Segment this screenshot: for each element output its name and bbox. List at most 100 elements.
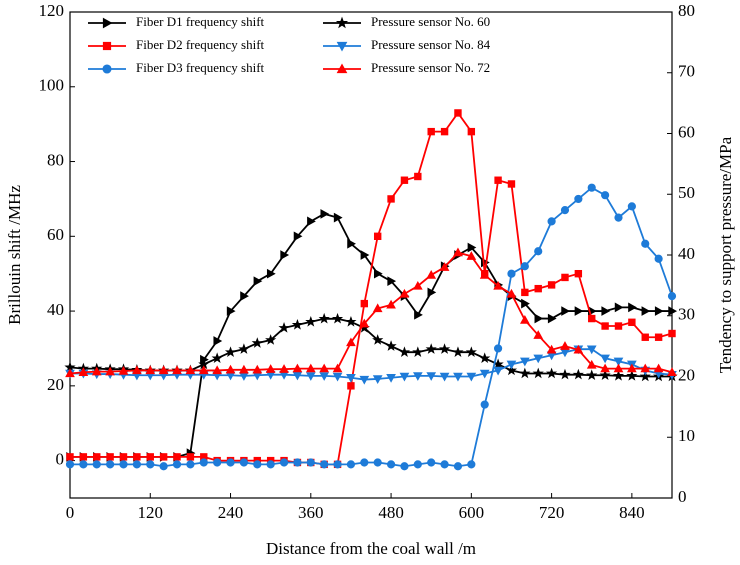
marker (199, 458, 208, 467)
marker (102, 17, 113, 29)
series-line (70, 111, 673, 466)
y-tick-label: 60 (47, 225, 64, 244)
marker (667, 367, 677, 376)
marker (336, 41, 348, 52)
marker (641, 306, 651, 316)
marker (346, 460, 356, 469)
marker (479, 352, 491, 364)
marker (493, 344, 503, 353)
marker (627, 202, 636, 211)
marker (132, 365, 142, 375)
marker (102, 41, 112, 51)
marker (213, 336, 223, 346)
marker (386, 460, 396, 469)
marker (479, 369, 490, 379)
marker (336, 63, 348, 74)
y-tick-label: 0 (56, 450, 65, 469)
marker (453, 462, 463, 471)
marker (532, 367, 544, 379)
marker (601, 322, 609, 330)
marker (427, 458, 436, 467)
marker (279, 458, 289, 467)
marker (440, 127, 449, 136)
marker (440, 460, 449, 469)
marker (91, 366, 102, 376)
marker (186, 453, 195, 461)
marker (494, 176, 502, 184)
legend-label: Pressure sensor No. 84 (371, 37, 491, 52)
marker (572, 368, 584, 380)
marker (305, 363, 316, 373)
marker (467, 127, 476, 136)
marker (66, 453, 74, 461)
marker (414, 309, 423, 320)
marker (467, 242, 477, 253)
marker (493, 366, 503, 376)
marker (654, 254, 663, 263)
marker (506, 288, 517, 298)
marker (293, 458, 302, 467)
y2-tick-label: 30 (678, 305, 695, 324)
marker (560, 341, 570, 350)
y-tick-label: 20 (47, 375, 64, 394)
marker (439, 262, 450, 271)
marker (654, 333, 663, 341)
marker (412, 346, 424, 357)
marker (386, 299, 396, 309)
marker (467, 460, 476, 469)
marker (427, 287, 437, 298)
marker (613, 363, 624, 373)
marker (641, 239, 650, 248)
marker (399, 372, 410, 382)
marker (373, 458, 382, 467)
marker (425, 343, 437, 354)
marker (279, 364, 289, 373)
marker (92, 460, 101, 469)
marker (240, 291, 249, 301)
marker (65, 460, 75, 469)
marker (466, 251, 477, 260)
marker (521, 298, 530, 309)
marker (106, 453, 114, 461)
marker (534, 313, 544, 324)
marker (400, 176, 409, 184)
marker (654, 306, 664, 316)
marker (239, 364, 249, 374)
marker (266, 268, 276, 279)
y2-tick-label: 70 (678, 62, 695, 81)
marker (360, 299, 369, 308)
marker (293, 231, 303, 242)
marker (238, 343, 250, 354)
marker (561, 306, 571, 316)
marker (146, 460, 155, 469)
marker (93, 453, 101, 461)
marker (546, 344, 557, 354)
marker (438, 343, 451, 354)
marker (398, 346, 411, 357)
marker (373, 232, 382, 241)
marker (507, 180, 516, 188)
x-tick-label: 360 (298, 503, 324, 522)
marker (347, 382, 355, 390)
marker (641, 333, 649, 341)
marker (251, 337, 263, 348)
marker (118, 366, 129, 375)
marker (333, 460, 342, 469)
legend-label: Fiber D2 frequency shift (136, 37, 265, 52)
marker (372, 334, 384, 345)
marker (331, 312, 344, 324)
y2-tick-label: 50 (678, 183, 695, 202)
marker (265, 364, 276, 373)
marker (119, 460, 128, 469)
marker (573, 344, 584, 354)
marker (519, 367, 531, 379)
y2-tick-label: 0 (678, 487, 687, 506)
x-tick-label: 120 (138, 503, 164, 522)
x-axis-label: Distance from the coal wall /m (266, 539, 476, 558)
marker (159, 462, 168, 471)
marker (345, 315, 357, 327)
marker (667, 292, 677, 301)
x-tick-label: 840 (619, 503, 645, 522)
y2-tick-label: 40 (678, 244, 695, 263)
marker (172, 460, 182, 469)
